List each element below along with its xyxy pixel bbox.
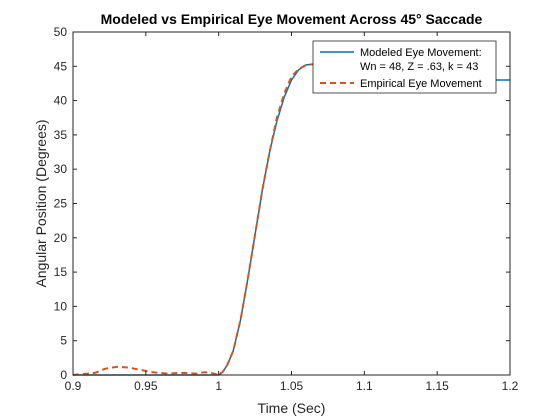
y-tick-label: 35 — [54, 128, 68, 142]
x-tick-label: 1 — [215, 379, 222, 393]
x-tick-label: 0.9 — [65, 379, 82, 393]
legend-text-modeled-line1: Modeled Eye Movement: — [360, 47, 482, 59]
y-tick-label: 50 — [54, 25, 68, 39]
legend-text-modeled-line2: Wn = 48, Z = .63, k = 43 — [360, 61, 478, 73]
x-tick-label: 0.95 — [134, 379, 158, 393]
y-tick-label: 5 — [60, 334, 67, 348]
y-tick-label: 25 — [54, 197, 68, 211]
y-axis-label: Angular Position (Degrees) — [33, 119, 49, 287]
x-tick-label: 1.2 — [502, 379, 519, 393]
legend-text-empirical: Empirical Eye Movement — [360, 78, 482, 90]
legend: Modeled Eye Movement: Wn = 48, Z = .63, … — [313, 41, 496, 93]
x-axis-label: Time (Sec) — [258, 400, 326, 416]
y-tick-label: 15 — [54, 265, 68, 279]
x-tick-label: 1.15 — [425, 379, 449, 393]
y-tick-label: 40 — [54, 94, 68, 108]
x-tick-label: 1.1 — [356, 379, 373, 393]
y-tick-label: 30 — [54, 162, 68, 176]
y-tick-label: 10 — [54, 299, 68, 313]
chart-title: Modeled vs Empirical Eye Movement Across… — [101, 11, 483, 27]
y-tick-label: 0 — [60, 368, 67, 382]
x-tick-label: 1.05 — [280, 379, 304, 393]
y-tick-label: 20 — [54, 231, 68, 245]
y-tick-label: 45 — [54, 59, 68, 73]
